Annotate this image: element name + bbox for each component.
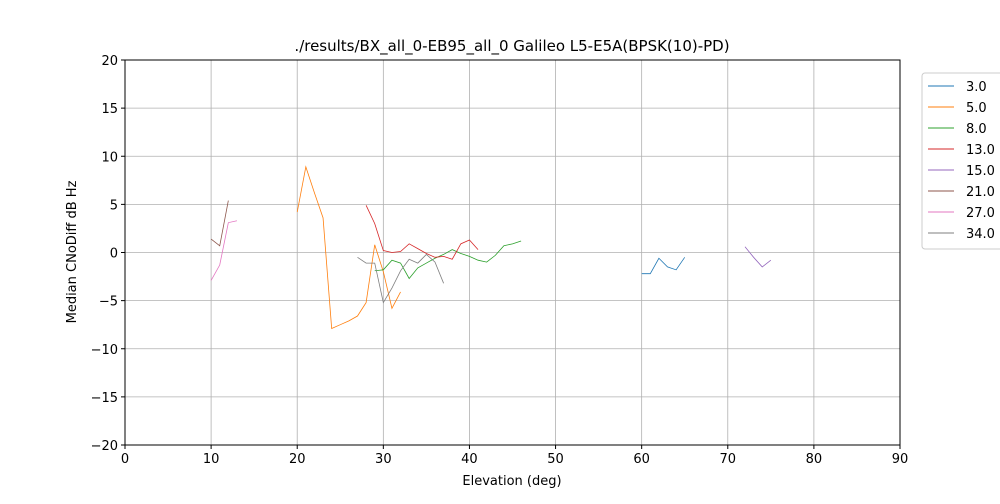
y-tick-label: 20 <box>101 54 118 69</box>
legend-label: 34.0 <box>966 227 995 242</box>
legend-label: 8.0 <box>966 122 987 137</box>
y-tick-label: −20 <box>91 439 118 454</box>
series-line <box>365 205 479 260</box>
x-tick-label: 80 <box>806 452 823 467</box>
y-tick-label: 15 <box>101 102 118 117</box>
legend-label: 13.0 <box>966 143 995 158</box>
x-tick-label: 30 <box>375 452 392 467</box>
y-tick-label: −15 <box>91 391 118 406</box>
x-tick-label: 90 <box>892 452 909 467</box>
x-tick-label: 60 <box>633 452 650 467</box>
series-line <box>296 165 401 330</box>
x-tick-label: 0 <box>121 452 129 467</box>
legend-label: 3.0 <box>966 80 987 95</box>
x-tick-label: 70 <box>720 452 737 467</box>
chart-title: ./results/BX_all_0-EB95_all_0 Galileo L5… <box>294 37 729 56</box>
legend-label: 15.0 <box>966 164 995 179</box>
series-line <box>744 246 772 268</box>
series-line <box>374 240 522 280</box>
y-tick-label: 0 <box>110 247 118 262</box>
y-tick-label: −10 <box>91 343 118 358</box>
x-tick-label: 20 <box>289 452 306 467</box>
series-line <box>210 220 238 281</box>
series-line <box>357 253 444 304</box>
plot-frame <box>124 59 901 446</box>
series-line <box>210 200 229 247</box>
legend-label: 5.0 <box>966 101 987 116</box>
y-tick-label: 5 <box>110 198 118 213</box>
x-tick-label: 10 <box>203 452 220 467</box>
y-tick-label: −5 <box>99 295 118 310</box>
y-axis-label: Median CNoDiff dB Hz <box>65 180 80 323</box>
legend-label: 21.0 <box>966 185 995 200</box>
x-tick-label: 50 <box>547 452 564 467</box>
y-tick-label: 10 <box>101 150 118 165</box>
series-line <box>641 257 686 275</box>
legend-label: 27.0 <box>966 206 995 221</box>
x-tick-label: 40 <box>461 452 478 467</box>
x-axis-label: Elevation (deg) <box>462 474 561 489</box>
legend-box <box>921 72 1000 250</box>
